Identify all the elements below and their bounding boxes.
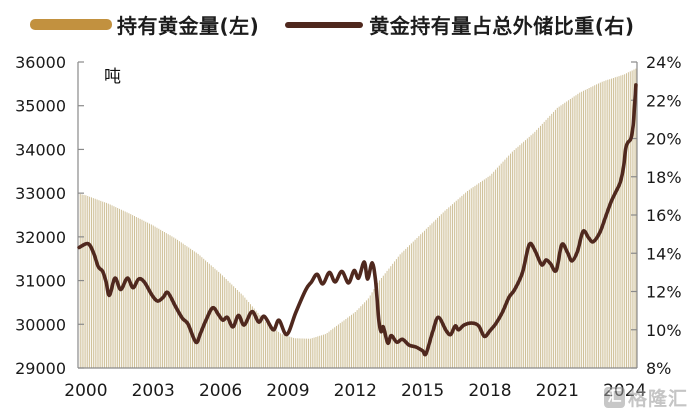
left-axis-tick-label: 36000 (15, 53, 66, 72)
x-axis-tick-label: 2021 (536, 381, 579, 401)
left-axis-tick-label: 29000 (15, 359, 66, 378)
x-axis-tick-label: 2024 (603, 381, 646, 401)
x-axis-tick-label: 2012 (334, 381, 377, 401)
x-axis-tick-label: 2009 (266, 381, 309, 401)
x-axis-tick-label: 2018 (468, 381, 511, 401)
left-axis-tick-label: 30000 (15, 315, 66, 334)
right-axis-tick-label: 14% (646, 244, 682, 263)
right-axis-tick-label: 10% (646, 321, 682, 340)
x-axis-tick-label: 2000 (64, 381, 107, 401)
x-axis-tick-label: 2006 (199, 381, 242, 401)
left-axis-tick-label: 31000 (15, 272, 66, 291)
left-axis-tick-label: 34000 (15, 140, 66, 159)
right-axis-tick-label: 24% (646, 53, 682, 72)
right-axis-tick-label: 22% (646, 91, 682, 110)
legend: 持有黄金量(左) 黄金持有量占总外储比重(右) (30, 10, 635, 39)
right-axis-tick-label: 16% (646, 206, 682, 225)
line-series-swatch (285, 21, 364, 28)
right-axis-tick-label: 18% (646, 168, 682, 187)
x-axis-tick-label: 2003 (132, 381, 175, 401)
right-axis-tick-label: 12% (646, 283, 682, 302)
bar-series-swatch (30, 19, 112, 30)
axis-labels: 36000 35000 34000 33000 32000 31000 30000 29000… (15, 53, 681, 401)
right-axis-tick-label: 20% (646, 130, 682, 149)
line-series-label: 黄金持有量占总外储比重(右) (369, 14, 635, 38)
left-axis-unit-label: 吨 (104, 67, 121, 87)
x-axis-tick-label: 2015 (401, 381, 444, 401)
bar-series-label: 持有黄金量(左) (117, 14, 260, 38)
left-axis-tick-label: 35000 (15, 97, 66, 116)
left-axis-tick-label: 33000 (15, 184, 66, 203)
bars-series (79, 68, 637, 368)
right-axis-tick-label: 8% (646, 359, 671, 378)
left-axis-tick-label: 32000 (15, 228, 66, 247)
ratio-line (77, 83, 638, 357)
